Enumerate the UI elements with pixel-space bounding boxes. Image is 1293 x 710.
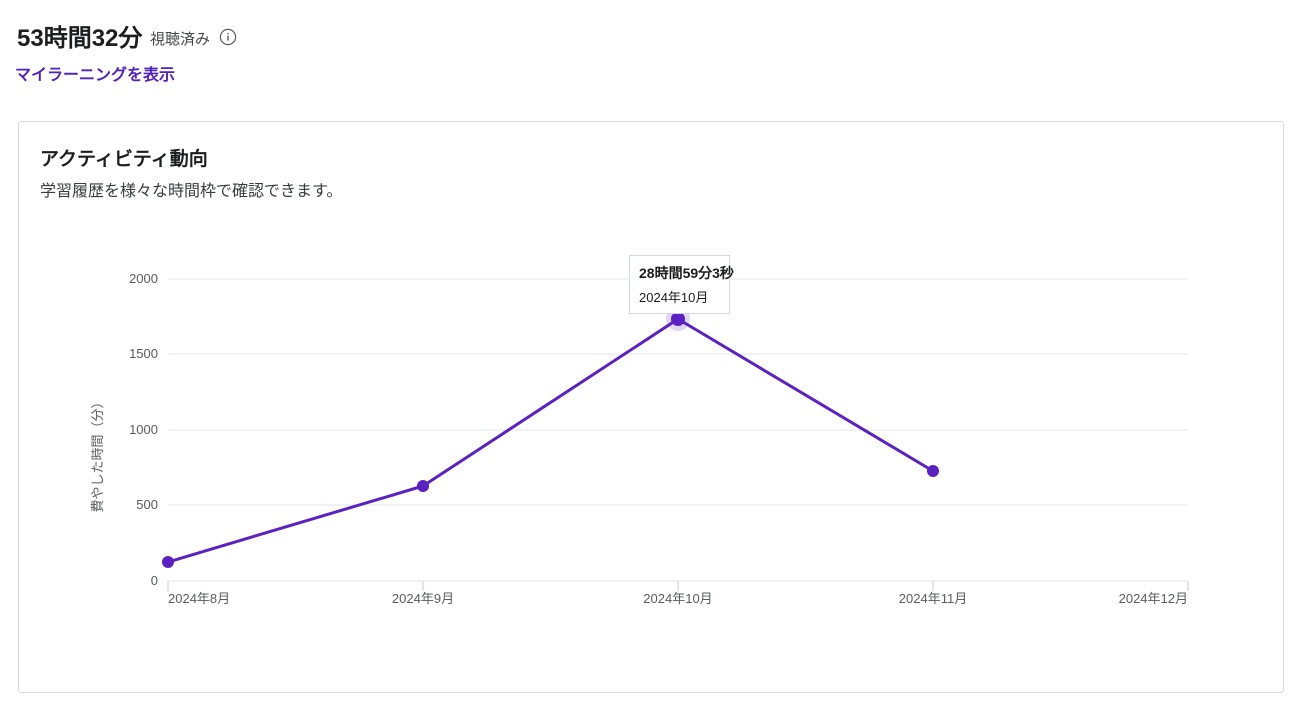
svg-text:1000: 1000: [129, 422, 158, 437]
svg-text:2024年10月: 2024年10月: [643, 591, 712, 606]
svg-text:2000: 2000: [129, 271, 158, 286]
svg-text:2024年11月: 2024年11月: [899, 591, 967, 606]
svg-text:0: 0: [151, 573, 158, 588]
svg-text:2024年8月: 2024年8月: [168, 591, 230, 606]
svg-text:1500: 1500: [129, 346, 158, 361]
svg-text:2024年12月: 2024年12月: [1119, 591, 1188, 606]
svg-text:2024年9月: 2024年9月: [392, 591, 454, 606]
svg-text:500: 500: [136, 497, 158, 512]
